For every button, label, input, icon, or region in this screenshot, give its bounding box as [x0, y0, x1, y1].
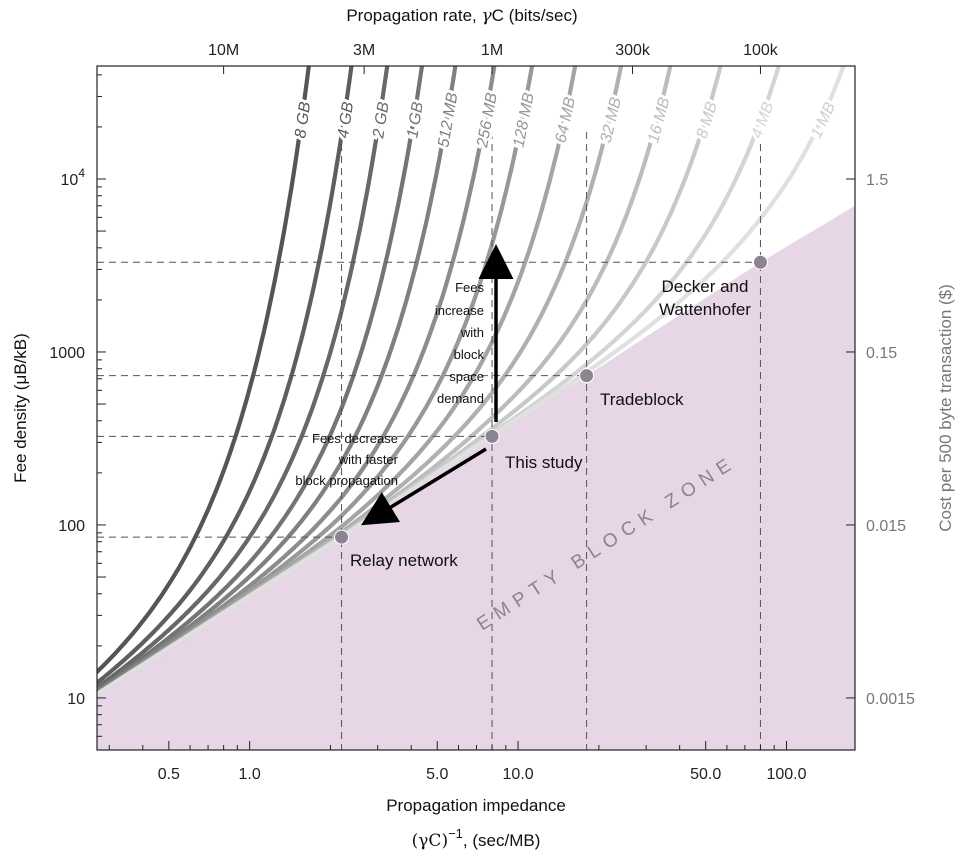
fees-decrease-annotation: Fees decrease with faster block propagat…	[295, 431, 398, 488]
curve-8-gb	[97, 66, 311, 675]
dashed-guide-lines	[97, 132, 761, 750]
point-label-decker: Decker and	[662, 277, 749, 296]
y-tick-label: 10	[67, 691, 85, 708]
curve-label: 1 GB	[404, 100, 427, 139]
curve-1-gb	[97, 66, 425, 693]
x-tick-label: 50.0	[690, 766, 721, 783]
top-tick-label: 10M	[208, 42, 239, 59]
svg-text:demand: demand	[437, 391, 484, 406]
right-tick-label: 0.15	[866, 345, 897, 362]
curve-label: 256 MB	[474, 91, 501, 150]
svg-text:with faster: with faster	[338, 452, 399, 467]
svg-text:increase: increase	[435, 303, 484, 318]
svg-text:block: block	[454, 347, 485, 362]
curve-label: 8 MB	[694, 100, 721, 141]
point-label-relay: Relay network	[350, 551, 458, 570]
top-tick-label: 300k	[615, 42, 651, 59]
svg-text:with: with	[460, 325, 484, 340]
top-tick-label: 3M	[353, 42, 375, 59]
right-tick-label: 0.0015	[866, 691, 915, 708]
data-point	[334, 529, 350, 545]
svg-text:Fees decrease: Fees decrease	[312, 431, 398, 446]
data-point	[484, 428, 500, 444]
fees-decrease-arrow	[361, 447, 487, 526]
x-axis-title-line2: (γC)−1, (sec/MB)	[412, 826, 541, 851]
y-tick-label: 1000	[49, 345, 85, 362]
block-size-curves	[97, 66, 846, 697]
x-tick-label: 10.0	[502, 766, 533, 783]
curve-label: 4 GB	[335, 100, 357, 139]
svg-text:space: space	[449, 369, 484, 384]
x-tick-label: 1.0	[239, 766, 261, 783]
curve-label: 2 GB	[370, 100, 393, 140]
data-points	[334, 254, 768, 545]
curve-label: 16 MB	[645, 95, 673, 144]
top-axis-ticks: 10M 3M 1M 300k 100k	[208, 42, 779, 74]
y-axis-title: Fee density (μB/kB)	[11, 333, 30, 483]
empty-block-zone	[97, 205, 855, 750]
curve-label: 64 MB	[553, 95, 580, 144]
point-label-wattenhofer: Wattenhofer	[659, 300, 751, 319]
curve-label: 32 MB	[598, 95, 625, 144]
x-axis-ticks: 0.5 1.0 5.0 10.0 50.0 100.0	[108, 741, 807, 783]
right-axis-ticks: 0.0015 0.015 0.15 1.5	[846, 172, 915, 708]
x-axis-title: Propagation impedance	[386, 796, 566, 815]
data-point	[579, 368, 595, 384]
x-tick-label: 0.5	[158, 766, 180, 783]
curve-label: 1 MB	[808, 100, 839, 141]
point-label-tradeblock: Tradeblock	[600, 390, 684, 409]
x-tick-label: 5.0	[426, 766, 448, 783]
y-tick-label: 104	[61, 166, 86, 189]
y-tick-label: 100	[58, 518, 85, 535]
right-tick-label: 0.015	[866, 518, 906, 535]
fees-increase-annotation: Fees increase with block space demand	[435, 280, 485, 406]
point-label-this-study: This study	[505, 453, 583, 472]
curve-label: 512 MB	[435, 91, 461, 149]
top-axis-title: Propagation rate, γC (bits/sec)	[346, 6, 577, 26]
right-axis-title: Cost per 500 byte transaction ($)	[936, 284, 955, 532]
data-point	[752, 254, 768, 270]
curve-2-gb	[97, 66, 390, 691]
y-axis-ticks: 10 100 1000 104	[49, 74, 106, 751]
top-tick-label: 100k	[743, 42, 779, 59]
plot-area: EMPTY BLOCK ZONE 8 GB8 GB 4 GB4 GB 2 GB2 G…	[97, 66, 855, 750]
svg-text:Fees: Fees	[455, 280, 484, 295]
svg-text:block propagation: block propagation	[295, 473, 398, 488]
curve-4-gb	[97, 66, 354, 686]
right-tick-label: 1.5	[866, 172, 888, 189]
curve-1-mb	[97, 66, 846, 697]
curve-label: 4 MB	[748, 100, 777, 141]
curve-label: 8 GB	[292, 100, 314, 139]
x-tick-label: 100.0	[766, 766, 806, 783]
curve-label: 128 MB	[510, 91, 537, 149]
top-tick-label: 1M	[481, 42, 503, 59]
